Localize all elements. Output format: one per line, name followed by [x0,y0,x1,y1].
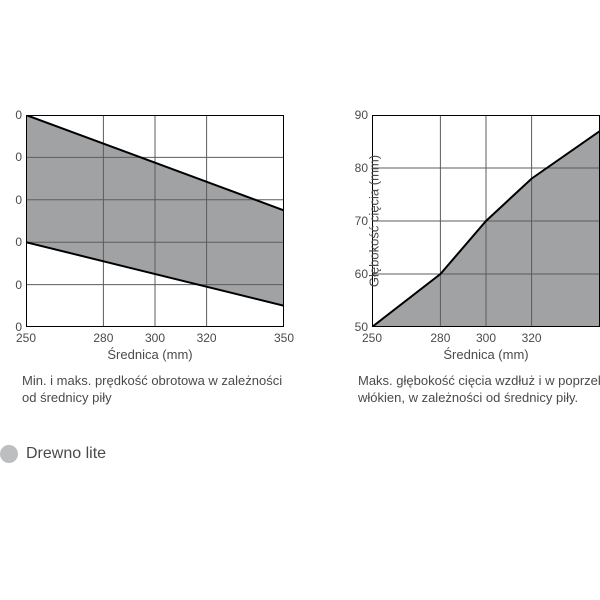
ytick: 70 [338,214,368,228]
left-chart: 0 0 0 0 0 0 250 280 300 320 350 Średnica… [0,115,300,390]
ytick: 90 [338,108,368,122]
xtick: 300 [466,331,506,345]
xtick: 280 [420,331,460,345]
xtick: 320 [187,331,227,345]
left-xlabel: Średnica (mm) [0,347,300,362]
xtick: 350 [264,331,304,345]
ytick: 80 [338,161,368,175]
legend-label: Drewno lite [26,445,106,463]
legend-swatch-icon [0,445,18,463]
xtick: 320 [512,331,552,345]
right-caption: Maks. głębokość cięcia wzdłuż i w poprze… [358,373,600,407]
left-caption-line1: Min. i maks. prędkość obrotowa w zależno… [22,373,282,388]
xtick: 250 [352,331,392,345]
left-caption-line2: od średnicy piły [22,390,112,405]
ytick: 0 [0,193,22,207]
xtick: 300 [135,331,175,345]
ytick: 0 [0,235,22,249]
xtick: 250 [6,331,46,345]
right-ylabel: Głębokość cięcia (mm) [367,155,382,287]
left-chart-svg [26,115,284,327]
right-chart: 90 80 70 60 50 250 280 300 320 Głębokość… [300,115,600,390]
right-chart-svg [372,115,600,327]
right-plot-area: 90 80 70 60 50 250 280 300 320 [372,115,600,327]
right-caption-line2: włókien, w zależności od średnicy piły. [358,390,578,405]
right-caption-line1: Maks. głębokość cięcia wzdłuż i w poprze… [358,373,600,388]
left-caption: Min. i maks. prędkość obrotowa w zależno… [22,373,302,407]
ytick: 0 [0,150,22,164]
legend: Drewno lite [0,445,106,463]
left-plot-area: 0 0 0 0 0 0 250 280 300 320 350 [26,115,284,327]
ytick: 0 [0,108,22,122]
ytick: 60 [338,267,368,281]
ytick: 0 [0,278,22,292]
xtick: 280 [83,331,123,345]
right-xlabel: Średnica (mm) [372,347,600,362]
